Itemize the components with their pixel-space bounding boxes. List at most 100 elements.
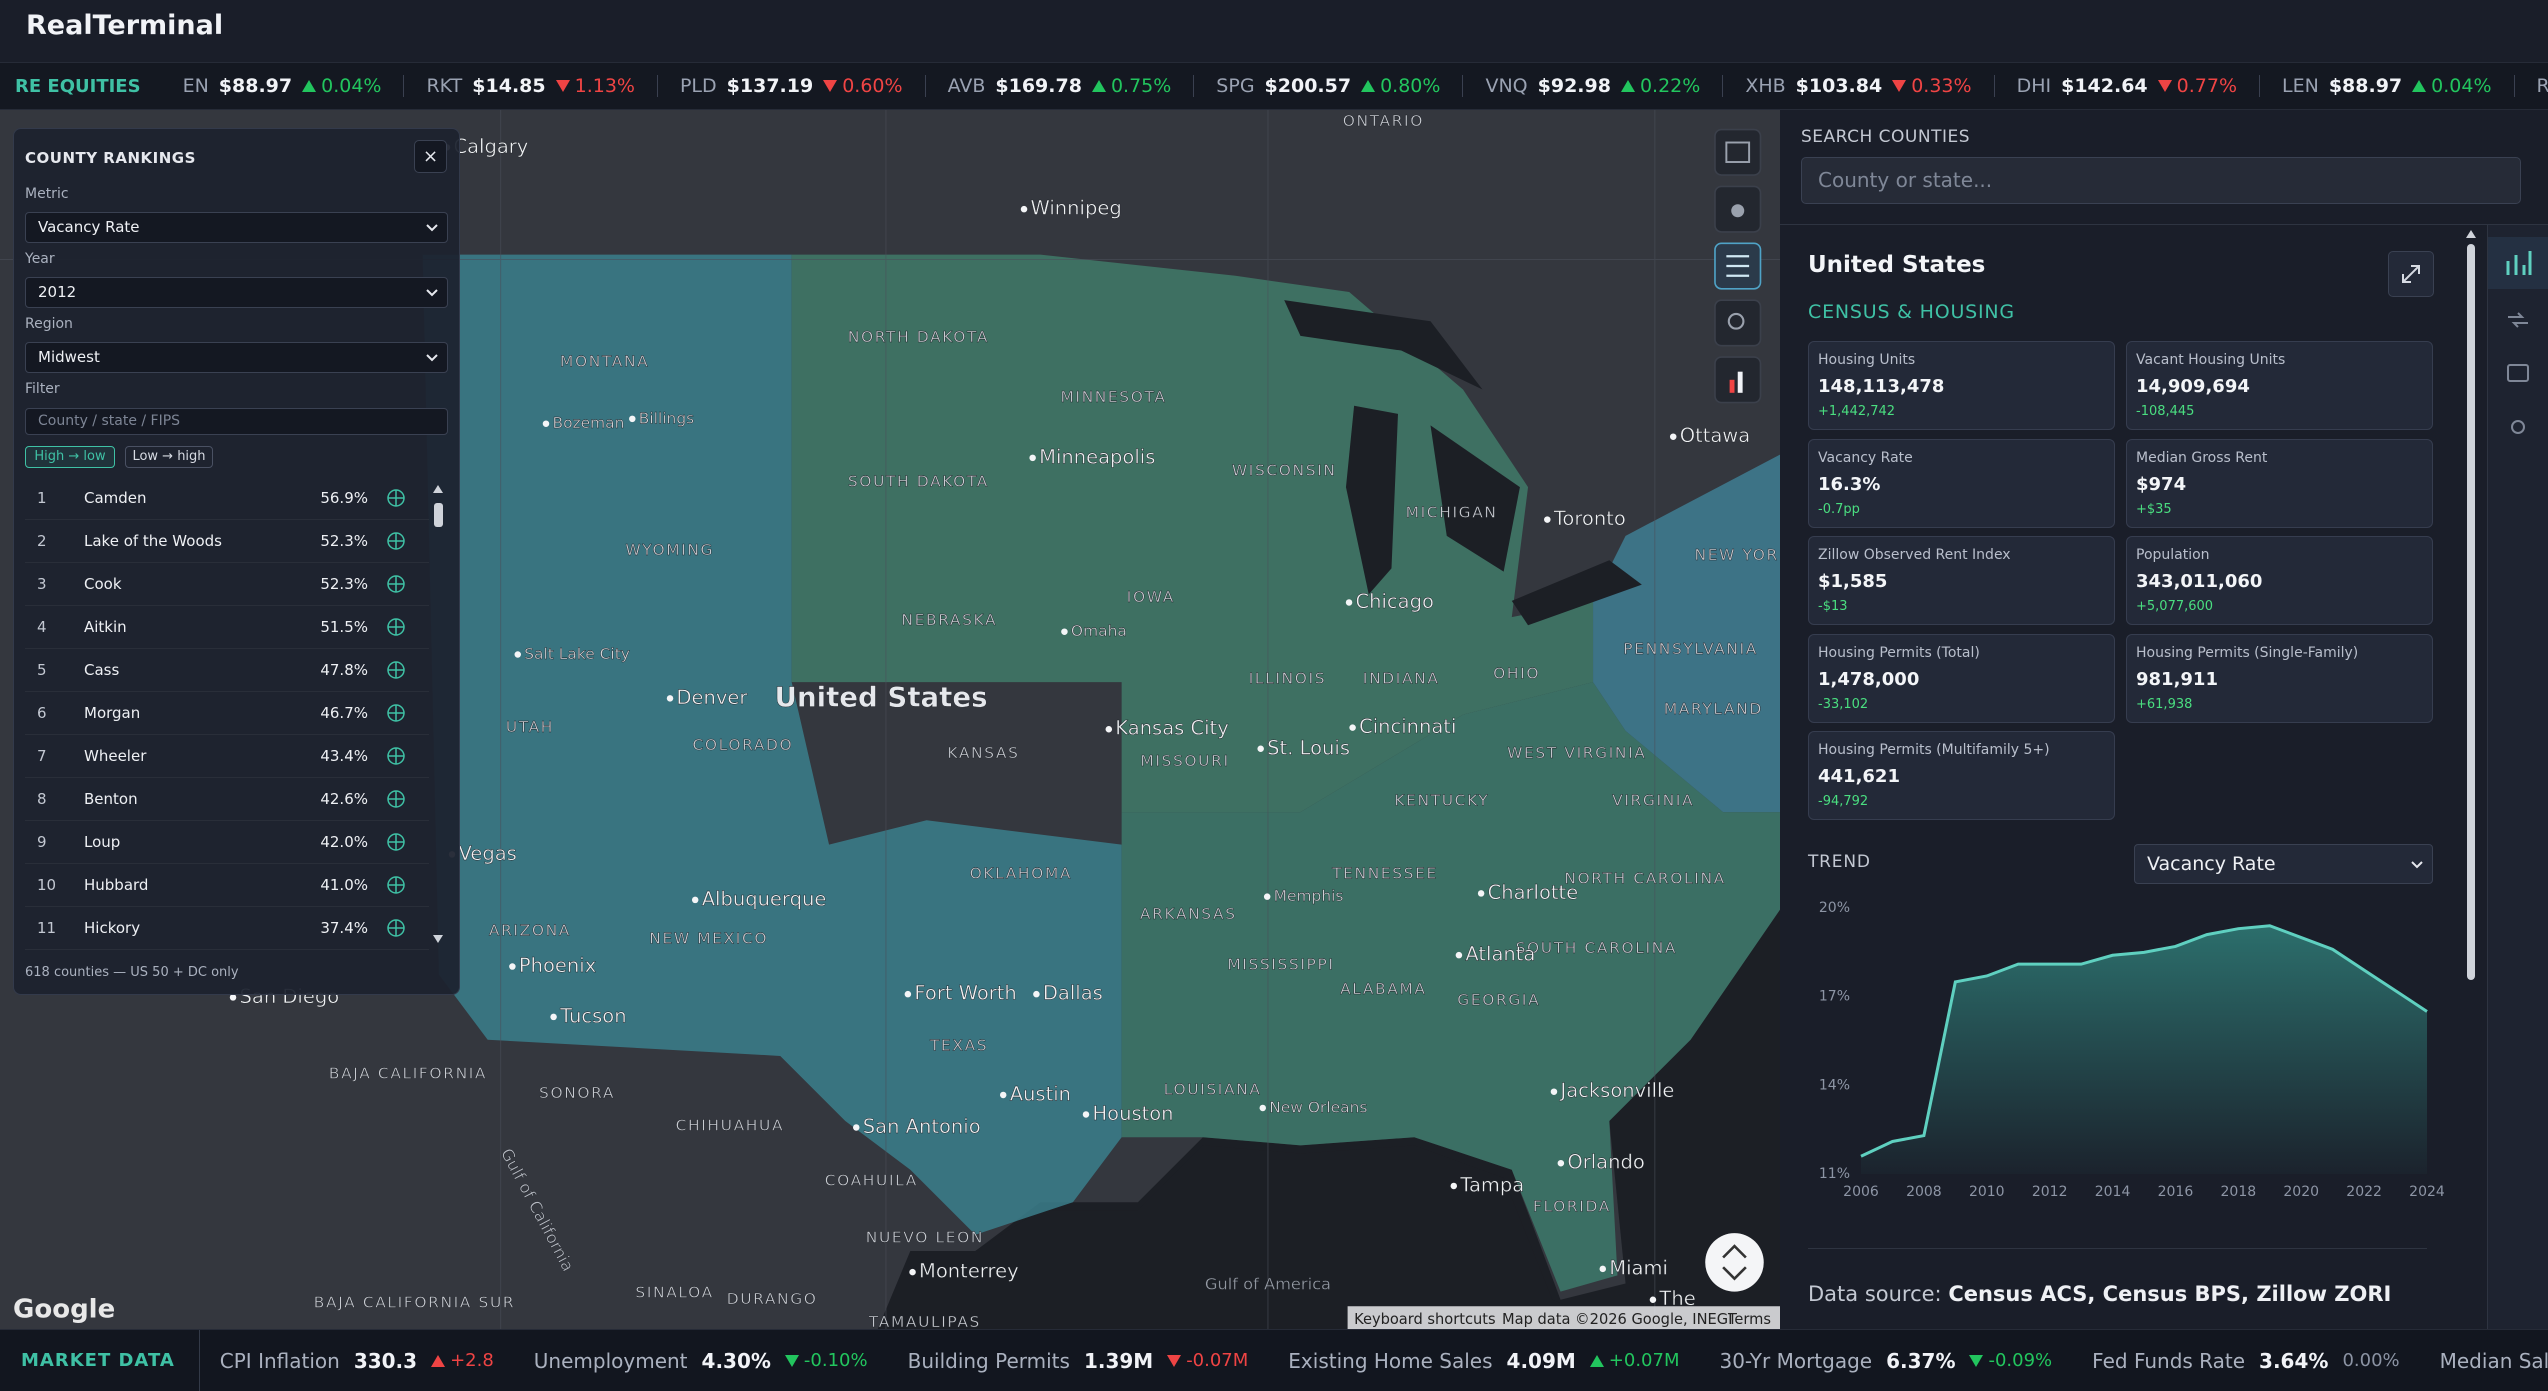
market-item[interactable]: Unemployment 4.30% -0.10% — [534, 1349, 868, 1373]
map[interactable]: ONTARIO Calgary Winnipeg NORTH DAKOTA MONTAN… — [0, 110, 1780, 1329]
scrollbar[interactable] — [429, 479, 448, 949]
market-item[interactable]: Existing Home Sales 4.09M +0.07M — [1288, 1349, 1679, 1373]
locate-button[interactable] — [386, 832, 406, 852]
metric-select[interactable]: Vacancy Rate — [25, 212, 448, 243]
change-arrow — [555, 80, 570, 92]
trend-select[interactable]: Vacancy Rate — [2134, 844, 2433, 884]
select-value: 2012 — [38, 283, 77, 301]
chevron — [426, 224, 438, 232]
year-select[interactable]: 2012 — [25, 277, 448, 308]
city-dot — [629, 415, 636, 423]
rank-value: 46.7% — [320, 704, 368, 722]
ranking-row[interactable]: 2 Lake of the Woods 52.3% — [25, 520, 429, 563]
ticker-item[interactable]: LEN $88.97 0.04% — [2260, 75, 2515, 97]
locate-button[interactable] — [386, 574, 406, 594]
city-dot — [1029, 454, 1036, 462]
stat-label: Median Gross Rent — [2136, 449, 2268, 466]
locate-button[interactable] — [386, 918, 406, 938]
region-label: ARKANSAS — [1140, 905, 1237, 923]
ticker-symbol: AVB — [947, 75, 986, 97]
ranking-row[interactable]: 3 Cook 52.3% — [25, 563, 429, 606]
chevron — [426, 354, 438, 362]
ranking-row[interactable]: 9 Loup 42.0% — [25, 821, 429, 864]
locate-button[interactable] — [386, 531, 406, 551]
ranking-row[interactable]: 1 Camden 56.9% — [25, 477, 429, 520]
region-label: ILLINOIS — [1249, 669, 1326, 687]
ranking-row[interactable]: 11 Hickory 37.4% — [25, 907, 429, 950]
market-item[interactable]: 30-Yr Mortgage 6.37% -0.09% — [1719, 1349, 2052, 1373]
ranking-row[interactable]: 10 Hubbard 41.0% — [25, 864, 429, 907]
sort-button[interactable]: Low → high — [125, 446, 213, 468]
stat-label: Vacancy Rate — [1818, 449, 1913, 466]
city-dot — [1649, 1296, 1657, 1303]
field-label: Region — [25, 316, 73, 332]
city-label: Winnipeg — [1031, 197, 1122, 220]
change-value: 0.22% — [1639, 75, 1701, 97]
region-label: MONTANA — [560, 352, 649, 370]
close-button[interactable]: × — [414, 140, 447, 173]
ticker-item[interactable]: SPG $200.57 0.80% — [1194, 75, 1464, 97]
attribution[interactable]: Terms — [1727, 1311, 1771, 1328]
region-label: PENNSYLVANIA — [1623, 640, 1758, 658]
region-select[interactable]: Midwest — [25, 342, 448, 373]
icon — [2506, 251, 2532, 275]
ticker-item[interactable]: AVB $169.78 0.75% — [926, 75, 1195, 97]
ranking-row[interactable]: 7 Wheeler 43.4% — [25, 735, 429, 778]
rail-button[interactable] — [2508, 312, 2528, 328]
map-logo: Google — [13, 1295, 115, 1325]
map-button[interactable] — [1714, 128, 1762, 176]
ticker-item[interactable]: EN $88.97 0.04% — [161, 75, 405, 97]
attribution[interactable]: Keyboard shortcuts — [1354, 1311, 1496, 1328]
region-label: MARYLAND — [1664, 700, 1763, 718]
locate-button[interactable] — [386, 875, 406, 895]
market-item[interactable]: Fed Funds Rate 3.64% 0.00% — [2092, 1349, 2399, 1373]
filter-input[interactable]: County / state / FIPS — [25, 408, 448, 435]
icon — [388, 533, 404, 549]
locate-button[interactable] — [386, 660, 406, 680]
stat-delta: -94,792 — [1818, 794, 1869, 809]
locate-button[interactable] — [386, 789, 406, 809]
locate-button[interactable] — [386, 703, 406, 723]
ranking-row[interactable]: 5 Cass 47.8% — [25, 649, 429, 692]
rail-button[interactable] — [2507, 364, 2529, 382]
city-dot — [1557, 1159, 1565, 1167]
region-label: NEW MEXICO — [649, 929, 768, 947]
fullscreen-button[interactable] — [1705, 1233, 1764, 1292]
market-item[interactable]: Building Permits 1.39M -0.07M — [908, 1349, 1249, 1373]
region-label: VIRGINIA — [1612, 791, 1694, 809]
locate-button[interactable] — [386, 488, 406, 508]
sort-button[interactable]: High → low — [25, 446, 115, 468]
scrollbar[interactable] — [2464, 226, 2478, 1329]
market-item[interactable]: CPI Inflation 330.3 +2.8 — [220, 1349, 494, 1373]
ticker-change: 0.77% — [2157, 75, 2237, 97]
region-label: INDIANA — [1363, 669, 1440, 687]
stat-label: Housing Permits (Total) — [1818, 644, 1980, 661]
ranking-row[interactable]: 8 Benton 42.6% — [25, 778, 429, 821]
ticker-item[interactable]: XHB $103.84 0.33% — [1723, 75, 1995, 97]
stat-delta: +61,938 — [2136, 696, 2193, 712]
market-value: 4.30% — [701, 1348, 771, 1373]
search-input[interactable]: County or state... — [1801, 157, 2521, 204]
icon — [1729, 379, 1735, 393]
ranking-row[interactable]: 4 Aitkin 51.5% — [25, 606, 429, 649]
rail-button[interactable] — [2488, 237, 2548, 289]
map-button[interactable] — [1714, 299, 1762, 347]
change-value: 0.00% — [2342, 1350, 2400, 1371]
ticker-item[interactable]: PLD $137.19 0.60% — [658, 75, 926, 97]
x-tick-label: 2020 — [2283, 1184, 2319, 1200]
region-label: MISSISSIPPI — [1227, 955, 1334, 973]
change-arrow — [1620, 80, 1635, 92]
locate-button[interactable] — [386, 746, 406, 766]
ranking-row[interactable]: 6 Morgan 46.7% — [25, 692, 429, 735]
icon — [388, 834, 404, 850]
expand-button[interactable] — [2388, 251, 2434, 297]
locate-button[interactable] — [386, 617, 406, 637]
market-item[interactable]: Median Sale Price$405,300-$4,800 — [2440, 1349, 2548, 1373]
change-value: -0.10% — [803, 1350, 868, 1371]
ticker-item[interactable]: RKT$14.851.13% — [2515, 75, 2548, 97]
ticker-item[interactable]: VNQ $92.98 0.22% — [1463, 75, 1724, 97]
ticker-item[interactable]: DHI $142.64 0.77% — [1995, 75, 2260, 97]
rail-button[interactable] — [2511, 420, 2525, 434]
rank: 4 — [37, 618, 47, 636]
